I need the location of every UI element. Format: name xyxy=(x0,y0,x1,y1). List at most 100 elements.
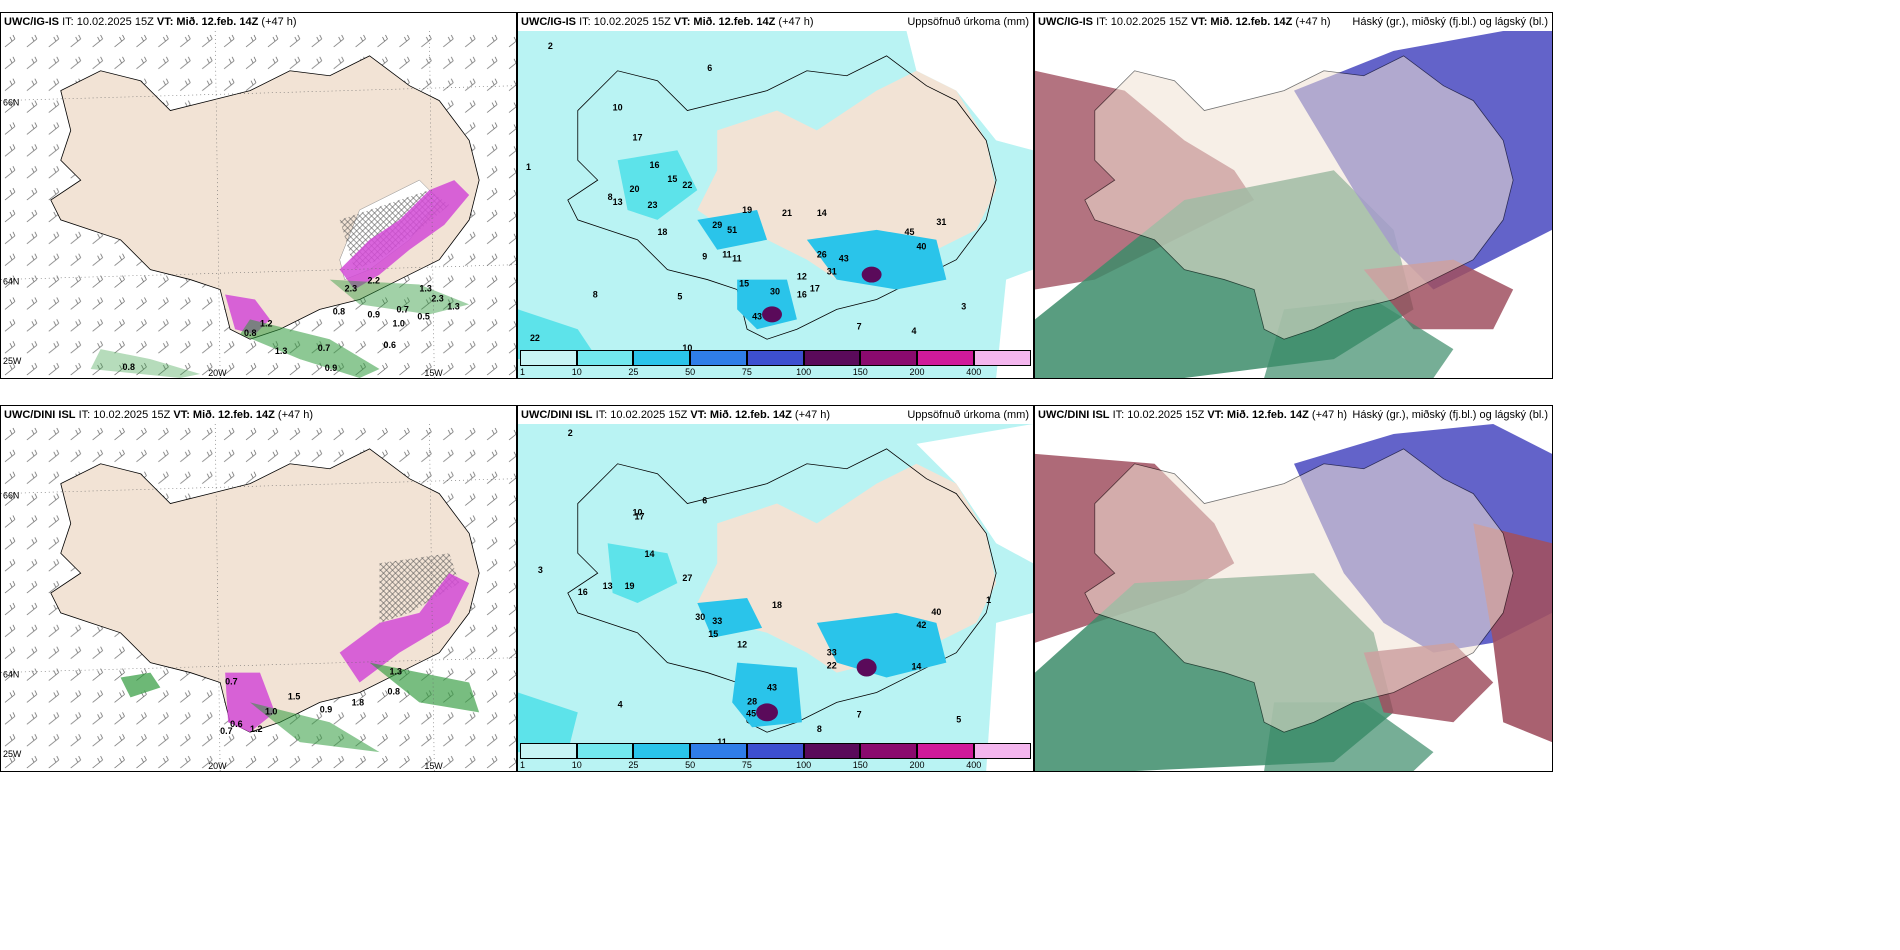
value-label: 45 xyxy=(904,227,914,237)
value-label: 43 xyxy=(752,311,762,321)
model-name: UWC/DINI ISL xyxy=(1038,409,1110,421)
value-label: 15 xyxy=(739,279,749,289)
value-label: 0.8 xyxy=(244,328,256,338)
panel-clouds-dini: UWC/DINI ISL IT: 10.02.2025 15Z VT: Mið.… xyxy=(1034,405,1553,772)
colorbar-tick: 200 xyxy=(909,760,925,770)
valid-time-label: VT: xyxy=(690,409,707,421)
colorbar-swatch xyxy=(917,743,974,759)
value-label: 43 xyxy=(767,682,777,692)
value-label: 12 xyxy=(797,272,807,282)
colorbar-swatch xyxy=(803,743,861,759)
value-label: 1.0 xyxy=(265,706,277,716)
value-label: 1.5 xyxy=(288,691,300,701)
lon-label-25w: 25W xyxy=(3,749,22,759)
value-label: 11 xyxy=(717,737,726,747)
field-title: Uppsöfnuð úrkoma (mm) xyxy=(907,409,1029,421)
value-label: 31 xyxy=(827,267,837,277)
field-title: Uppsöfnuð úrkoma (mm) xyxy=(907,16,1029,28)
value-label: 5 xyxy=(956,714,961,724)
lon-label-25w: 25W xyxy=(3,356,22,366)
value-label: 18 xyxy=(772,600,782,610)
panel-header: UWC/IG-IS IT: 10.02.2025 15Z VT: Mið. 12… xyxy=(518,13,1033,31)
panel-header: UWC/DINI ISL IT: 10.02.2025 15Z VT: Mið.… xyxy=(1035,406,1552,424)
value-label: 40 xyxy=(931,607,941,617)
value-label: 23 xyxy=(647,200,657,210)
valid-time: Mið. 12.feb. 14Z xyxy=(1210,16,1293,28)
value-label: 16 xyxy=(797,289,807,299)
colorbar-swatch xyxy=(746,743,804,759)
init-time: IT: 10.02.2025 15Z xyxy=(1096,16,1188,28)
colorbar-swatch xyxy=(520,350,577,366)
value-label: 31 xyxy=(936,217,946,227)
value-label: 17 xyxy=(810,284,820,294)
lead-time: (+47 h) xyxy=(1311,409,1348,421)
lead-time: (+47 h) xyxy=(794,409,831,421)
value-label: 1.3 xyxy=(389,667,401,677)
panel-wind-precip-dini: UWC/DINI ISL IT: 10.02.2025 15Z VT: Mið.… xyxy=(0,405,517,772)
lat-label-64n: 64N xyxy=(3,277,19,287)
colorbar-tick: 25 xyxy=(628,760,639,770)
value-label: 33 xyxy=(827,648,837,658)
valid-time: Mið. 12.feb. 14Z xyxy=(693,16,776,28)
map-cloud-cover xyxy=(1035,31,1552,378)
valid-time-label: VT: xyxy=(673,16,691,28)
colorbar-swatch xyxy=(860,743,918,759)
value-label: 2 xyxy=(568,428,573,438)
lon-label-20w: 20W xyxy=(208,761,227,771)
field-title: Háský (gr.), miðský (fj.bl.) og lágský (… xyxy=(1352,16,1548,28)
value-label: 45 xyxy=(746,708,756,718)
panel-header: UWC/IG-IS IT: 10.02.2025 15Z VT: Mið. 12… xyxy=(1035,13,1552,31)
colorbar-swatch xyxy=(803,350,861,366)
lead-time: (+47 h) xyxy=(277,409,314,421)
value-label: 3 xyxy=(961,301,966,311)
colorbar-tick: 75 xyxy=(741,367,752,377)
colorbar-swatch xyxy=(973,743,1031,759)
colorbar-tick: 1 xyxy=(520,760,526,770)
colorbar-tick: 50 xyxy=(685,367,696,377)
colorbar-swatch xyxy=(576,743,634,759)
value-label: 7 xyxy=(857,709,862,719)
value-label: 8 xyxy=(608,192,613,202)
value-label: 4 xyxy=(911,326,916,336)
value-label: 8 xyxy=(817,724,822,734)
value-label: 26 xyxy=(817,250,827,260)
value-label: 30 xyxy=(695,612,705,622)
colorbar: 1 10 25 50 75 100 150 200 400 xyxy=(520,350,1031,377)
colorbar-tick: 200 xyxy=(909,367,925,377)
value-label: 10 xyxy=(613,103,623,113)
value-label: 16 xyxy=(578,587,588,597)
value-label: 1.3 xyxy=(447,301,459,311)
colorbar-tick: 25 xyxy=(628,367,639,377)
value-label: 4 xyxy=(618,699,623,709)
colorbar-tick: 1 xyxy=(520,367,526,377)
value-label: 0.8 xyxy=(123,362,135,372)
value-label: 30 xyxy=(770,286,780,296)
value-label: 0.6 xyxy=(230,719,242,729)
value-label: 15 xyxy=(708,629,718,639)
panel-accum-precip-igis: UWC/IG-IS IT: 10.02.2025 15Z VT: Mið. 12… xyxy=(517,12,1034,379)
value-label: 15 xyxy=(667,174,677,184)
value-label: 17 xyxy=(635,511,645,521)
valid-time-label: VT: xyxy=(156,16,174,28)
value-label: 0.7 xyxy=(318,343,330,353)
value-label: 11 xyxy=(722,250,731,260)
colorbar-swatch xyxy=(860,350,918,366)
value-label: 6 xyxy=(707,63,712,73)
value-label: 18 xyxy=(657,227,667,237)
value-label: 43 xyxy=(839,254,849,264)
value-label: 1 xyxy=(526,162,531,172)
init-time: IT: 10.02.2025 15Z xyxy=(1112,409,1205,421)
value-label: 0.9 xyxy=(320,704,332,714)
colorbar-swatch xyxy=(973,350,1031,366)
init-time: IT: 10.02.2025 15Z xyxy=(579,16,671,28)
colorbar-tick: 400 xyxy=(966,760,982,770)
value-label: 12 xyxy=(737,640,747,650)
colorbar-tick: 75 xyxy=(741,760,752,770)
value-label: 2.2 xyxy=(368,276,380,286)
value-label: 27 xyxy=(682,573,692,583)
value-label: 19 xyxy=(742,205,752,215)
colorbar-tick: 10 xyxy=(571,760,582,770)
model-name: UWC/IG-IS xyxy=(4,16,59,28)
map-accum-precip: 2 3 6 10 13 17 16 19 14 27 30 33 15 12 1… xyxy=(518,424,1033,771)
value-label: 1.3 xyxy=(275,346,287,356)
